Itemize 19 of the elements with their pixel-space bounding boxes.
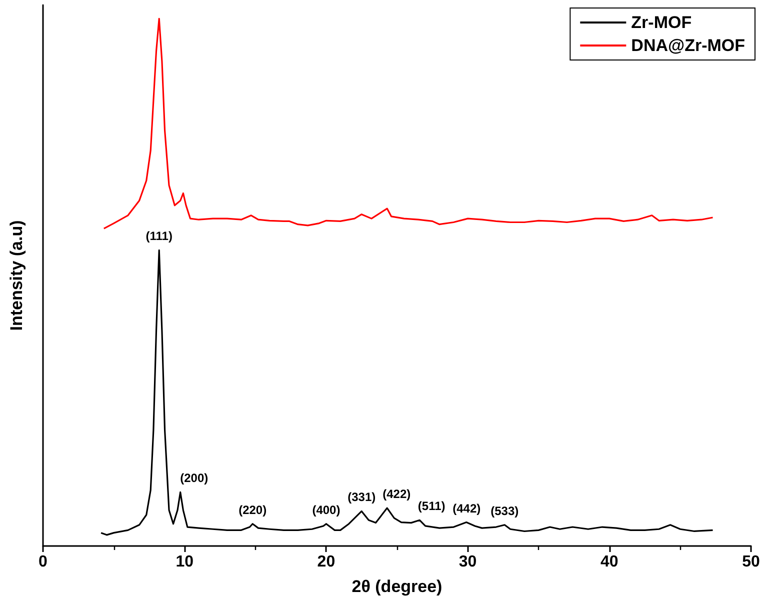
x-tick-label: 50 xyxy=(742,554,760,570)
annotation: (422) xyxy=(382,487,411,502)
annotation: (442) xyxy=(452,501,481,516)
x-tick-label: 20 xyxy=(317,554,336,570)
legend-label: Zr-MOF xyxy=(631,13,692,32)
annotation: (331) xyxy=(348,490,376,504)
x-tick-label: 30 xyxy=(458,554,477,570)
x-tick-label: 10 xyxy=(176,554,194,570)
annotation: (400) xyxy=(312,502,340,517)
y-axis-title: Intensity (a.u) xyxy=(7,220,26,331)
x-tick-label: 40 xyxy=(600,554,618,570)
legend-label: DNA@Zr-MOF xyxy=(631,36,746,55)
annotation: (111) xyxy=(146,229,172,244)
x-axis-title: 2θ (degree) xyxy=(352,577,442,596)
annotation: (533) xyxy=(490,504,519,518)
x-tick-label: 0 xyxy=(38,554,48,570)
annotation: (511) xyxy=(418,499,446,514)
annotation: (220) xyxy=(238,502,267,517)
annotation: (200) xyxy=(180,471,208,486)
